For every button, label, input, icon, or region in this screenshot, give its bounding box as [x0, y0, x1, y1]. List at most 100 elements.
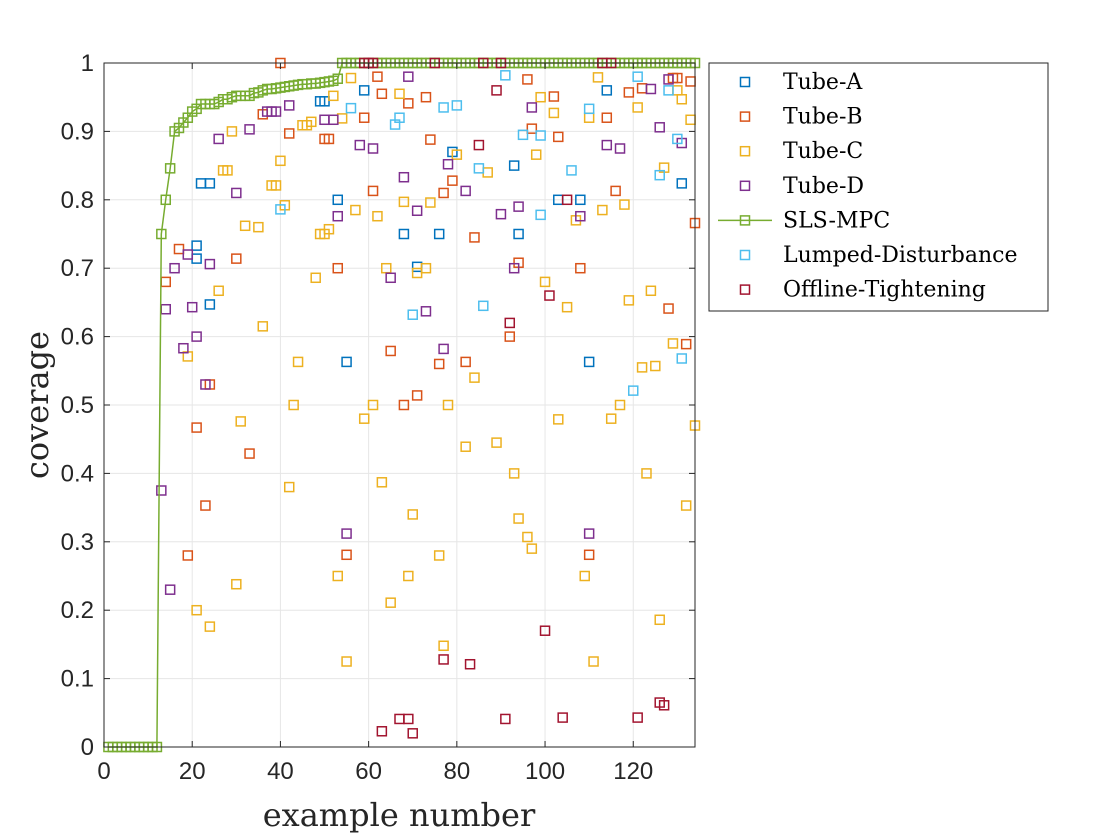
data-point: [394, 112, 405, 123]
data-point: [438, 102, 449, 113]
data-point: [535, 209, 546, 221]
data-point: [535, 130, 546, 141]
data-point: [539, 276, 551, 288]
data-point: [575, 262, 586, 274]
data-point: [358, 413, 370, 424]
data-point: [650, 360, 661, 372]
data-point: [632, 712, 643, 723]
legend-marker: [739, 215, 751, 226]
data-point: [491, 437, 502, 448]
data-point: [513, 513, 524, 524]
data-point: [403, 71, 414, 82]
data-point: [680, 338, 692, 350]
data-point: [592, 72, 604, 83]
data-point: [420, 306, 432, 317]
legend-marker: [739, 145, 751, 157]
x-tick-label: 0: [97, 758, 110, 785]
data-point: [169, 262, 180, 274]
data-point: [597, 204, 608, 216]
legend-label: Tube-D: [783, 174, 864, 199]
data-point: [323, 223, 335, 235]
data-point: [645, 83, 657, 95]
y-axis-label: coverage: [18, 331, 56, 479]
data-point: [332, 262, 344, 274]
x-tick-label: 60: [355, 758, 382, 785]
data-point: [526, 543, 538, 554]
data-point: [367, 143, 379, 154]
data-point: [310, 272, 321, 284]
data-point: [332, 210, 344, 222]
x-tick-label: 80: [443, 758, 470, 785]
data-point: [358, 85, 370, 96]
legend-marker: [739, 76, 751, 88]
data-point: [332, 570, 344, 582]
data-point: [173, 243, 185, 255]
legend-entry: Tube-D: [739, 174, 864, 199]
data-point: [275, 155, 286, 167]
data-point: [191, 331, 202, 342]
data-point: [411, 205, 423, 216]
legend-label: SLS-MPC: [783, 208, 890, 233]
data-point: [508, 262, 520, 274]
data-point: [676, 353, 688, 364]
data-point: [275, 204, 286, 215]
data-point: [447, 175, 458, 186]
data-point: [204, 258, 216, 270]
y-tick-label: 0.8: [61, 187, 94, 214]
legend-label: Tube-A: [783, 70, 863, 95]
legend-entry: Tube-C: [739, 139, 863, 164]
legend-marker: [739, 180, 751, 192]
data-point: [473, 139, 485, 151]
data-point: [231, 253, 242, 264]
data-point: [526, 123, 538, 134]
data-point: [398, 228, 410, 240]
data-point: [411, 390, 423, 401]
data-point: [614, 143, 626, 154]
data-point: [376, 477, 388, 488]
data-point: [354, 139, 366, 151]
legend-entry: SLS-MPC: [718, 208, 890, 233]
legend-items: Tube-A Tube-B Tube-C Tube-D SLS-MPC Lumped-Di…: [718, 70, 1017, 303]
x-axis-label: example number: [263, 796, 536, 834]
data-point: [636, 362, 648, 373]
data-point: [614, 399, 626, 411]
data-point: [239, 220, 251, 232]
data-point: [478, 300, 489, 312]
data-point: [553, 131, 564, 143]
data-point: [345, 102, 357, 114]
legend: Tube-A Tube-B Tube-C Tube-D SLS-MPC Lumped-Di…: [708, 62, 1049, 312]
data-point: [663, 85, 674, 96]
data-point: [628, 385, 639, 396]
data-point: [680, 500, 692, 511]
data-point: [583, 356, 595, 368]
data-point: [213, 133, 224, 145]
data-point: [495, 208, 507, 220]
data-point: [451, 100, 463, 111]
data-point: [407, 509, 418, 520]
data-point: [451, 149, 463, 160]
data-point: [358, 112, 370, 123]
y-tick-label: 0.7: [61, 255, 94, 282]
data-point: [182, 550, 194, 561]
data-point: [164, 584, 176, 595]
data-point: [522, 531, 533, 543]
data-point: [283, 128, 295, 139]
data-point: [517, 129, 529, 141]
data-point: [160, 194, 171, 206]
y-tick-label: 0.1: [61, 666, 94, 693]
data-point: [473, 163, 485, 174]
data-point: [504, 331, 516, 342]
data-point: [257, 321, 269, 332]
data-point: [164, 163, 176, 174]
data-point: [178, 342, 189, 354]
data-point: [403, 98, 414, 109]
data-point: [438, 654, 449, 665]
series-tube-b: [160, 57, 701, 561]
data-point: [460, 356, 471, 368]
data-point: [292, 356, 304, 368]
data-point: [548, 107, 560, 119]
data-point: [425, 197, 436, 208]
data-point: [535, 91, 546, 103]
data-point: [632, 102, 643, 113]
